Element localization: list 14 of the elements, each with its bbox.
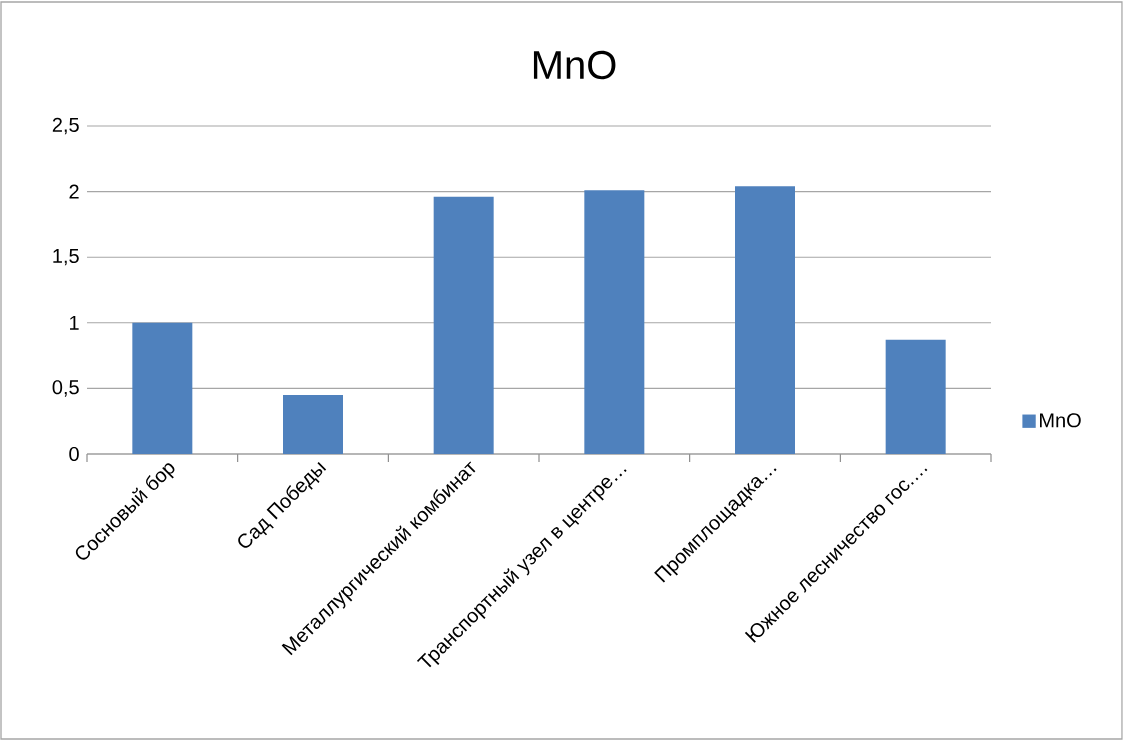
y-tick-label: 1,5 (53, 249, 79, 266)
bar (584, 190, 645, 454)
y-tick-label: 1 (70, 315, 79, 330)
legend-label: MnO (1040, 413, 1081, 428)
y-tick-label: 0 (69, 446, 79, 462)
bar (132, 322, 193, 454)
bar (283, 394, 343, 454)
y-tick-label: 0,5 (52, 380, 79, 397)
y-tick-label: 2,5 (52, 117, 79, 135)
bar (885, 339, 946, 454)
bar (735, 186, 795, 454)
chart-title: MnO (533, 50, 616, 80)
y-tick-label: 2 (69, 184, 79, 199)
bar (433, 196, 494, 454)
